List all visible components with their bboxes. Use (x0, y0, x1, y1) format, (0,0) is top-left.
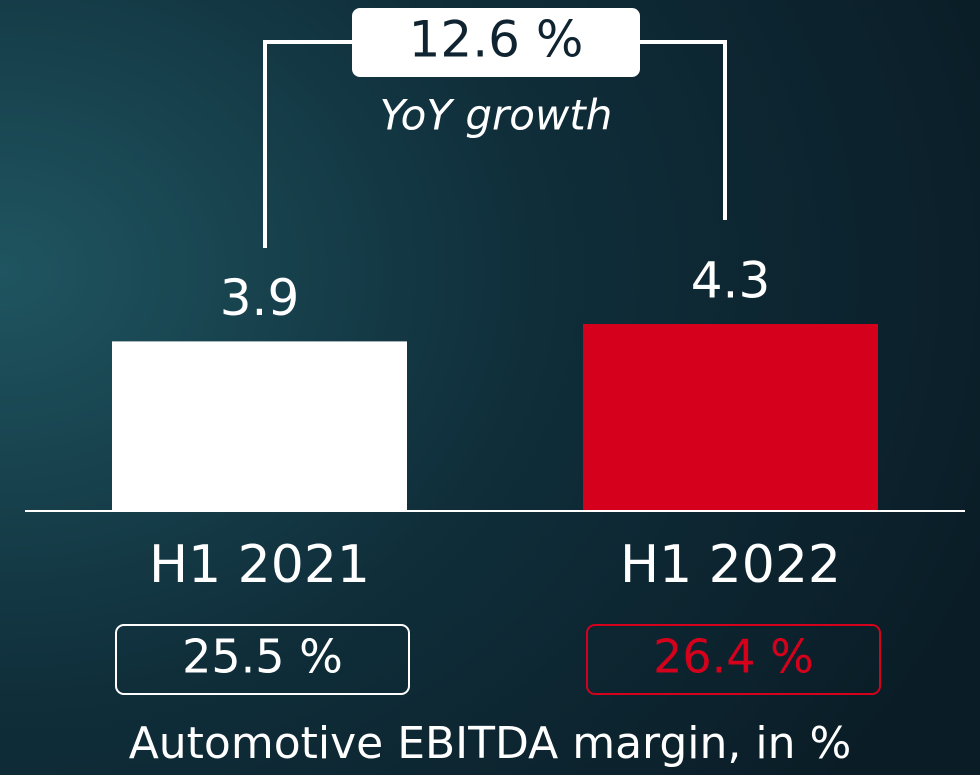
margin-label: 25.5 % (182, 630, 343, 684)
growth-label: 12.6 % (409, 11, 584, 69)
growth-box (352, 8, 640, 77)
margin-label: 26.4 % (653, 630, 814, 684)
footer: Automotive EBITDA margin, in % (129, 718, 852, 769)
category-label: H1 2021 (149, 535, 370, 595)
bar (112, 341, 407, 511)
value-label: 4.3 (691, 252, 771, 310)
margin-box (586, 624, 881, 695)
category-label: H1 2022 (620, 535, 841, 595)
growth-bracket (263, 40, 727, 248)
value-label: 3.9 (220, 269, 300, 327)
bar (583, 324, 878, 511)
margin-box (115, 624, 410, 695)
growth-annotation: YoY growth (380, 91, 613, 140)
